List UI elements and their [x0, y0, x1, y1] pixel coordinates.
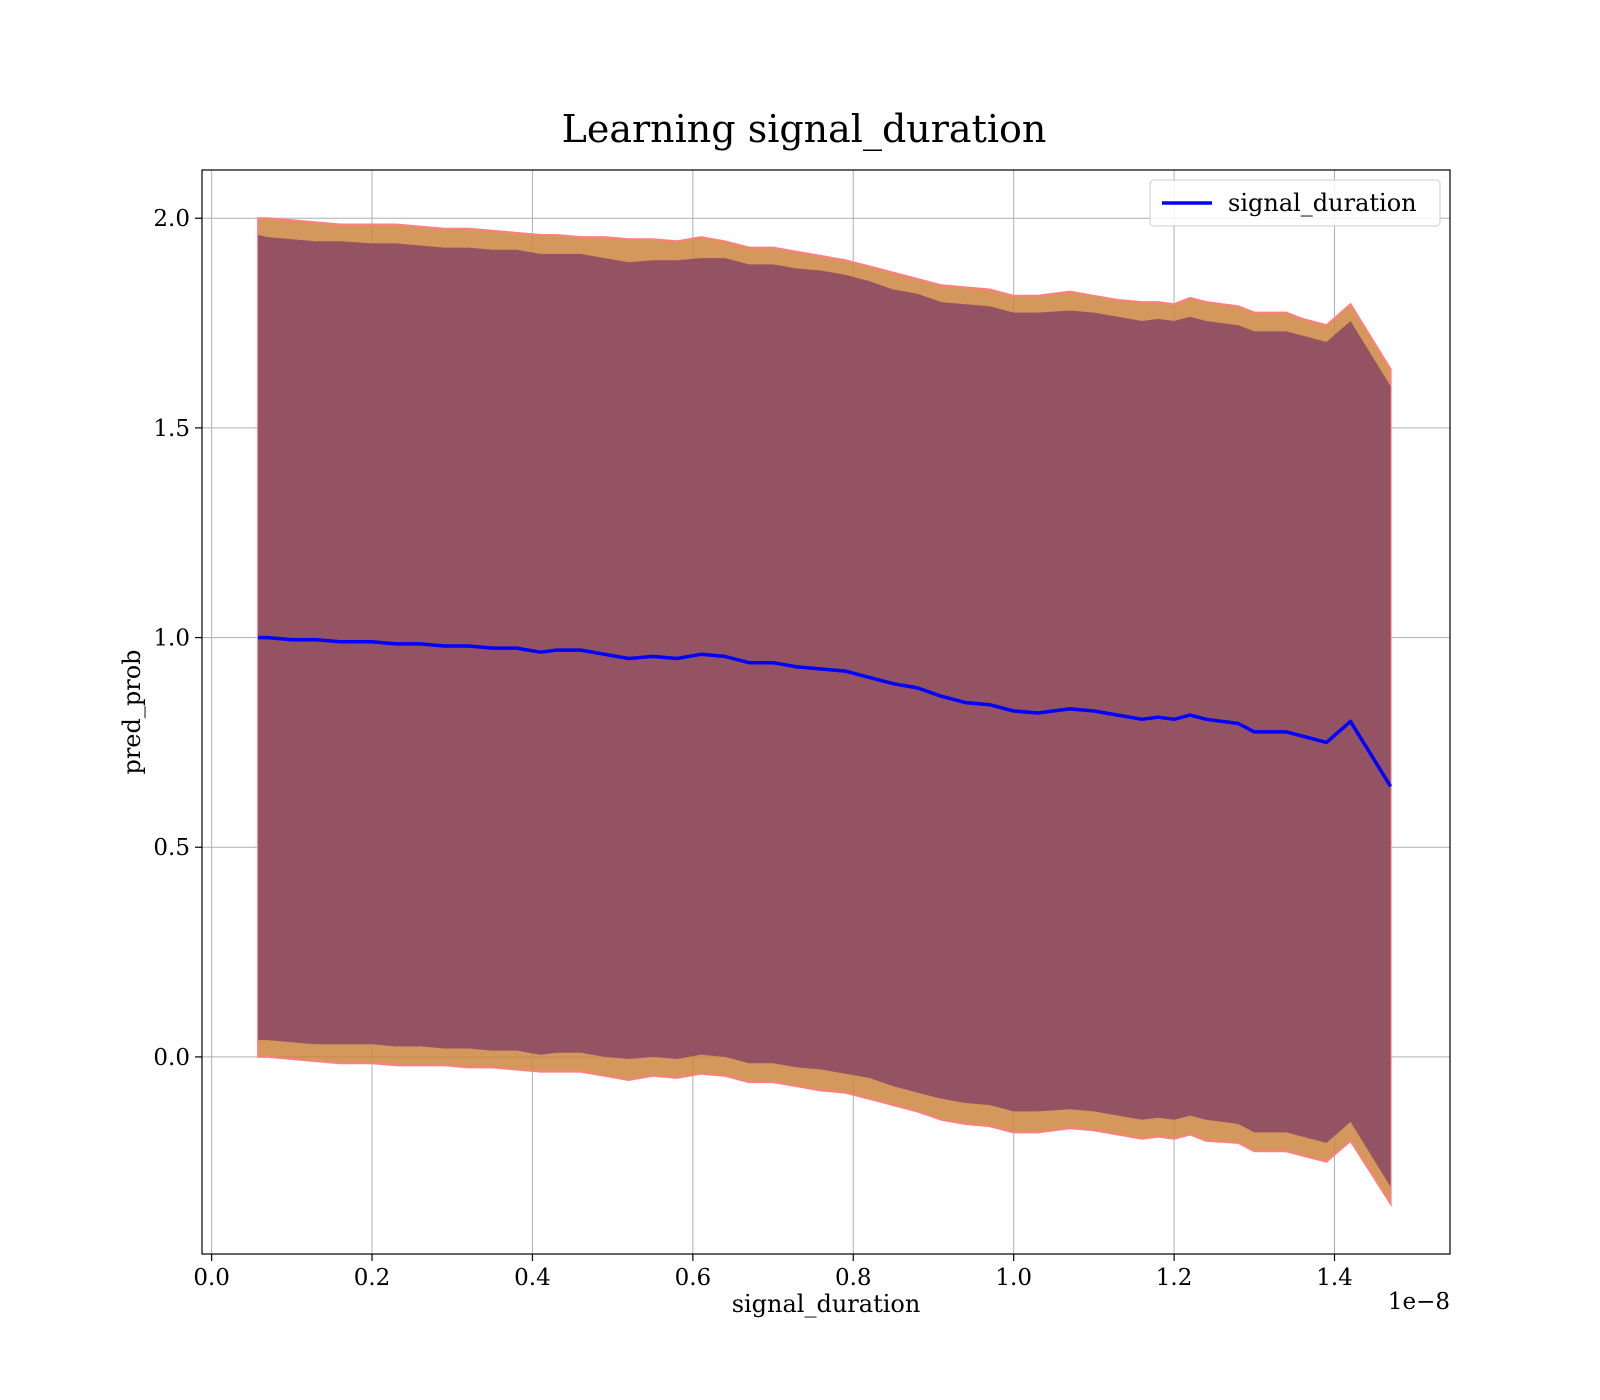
- chart-title: Learning signal_duration: [562, 107, 1047, 152]
- y-tick-label: 1.0: [153, 626, 190, 652]
- uncertainty-bands: [257, 217, 1392, 1208]
- y-axis-ticks: 0.0 0.5 1.0 1.5 2.0: [153, 206, 202, 1071]
- x-tick-label: 0.2: [354, 1265, 391, 1291]
- legend: signal_duration: [1149, 179, 1441, 227]
- x-axis-offset-label: 1e−8: [1388, 1289, 1450, 1315]
- x-tick-label: 1.2: [1156, 1265, 1193, 1291]
- x-tick-label: 0.6: [675, 1265, 712, 1291]
- series-lines: [258, 635, 1393, 788]
- legend-box: [1149, 179, 1441, 227]
- y-tick-label: 1.5: [153, 416, 190, 442]
- y-tick-label: 0.5: [153, 835, 190, 861]
- y-axis-label: pred_prob: [118, 649, 146, 774]
- series-line-signal-duration: [258, 635, 1393, 788]
- x-tick-label: 0.4: [514, 1265, 551, 1291]
- x-axis-label: signal_duration: [732, 1290, 921, 1318]
- x-tick-label: 0.0: [193, 1265, 230, 1291]
- x-tick-label: 1.0: [995, 1265, 1032, 1291]
- y-tick-label: 2.0: [153, 206, 190, 232]
- x-tick-label: 1.4: [1316, 1265, 1353, 1291]
- inner-band-area: [258, 235, 1391, 1187]
- x-tick-label: 0.8: [835, 1265, 872, 1291]
- legend-label: signal_duration: [1228, 189, 1417, 217]
- y-tick-label: 0.0: [153, 1045, 190, 1071]
- plot-frame: [201, 169, 1451, 1255]
- x-axis-ticks: 0.0 0.2 0.4 0.6 0.8 1.0 1.2 1.4: [193, 1254, 1353, 1291]
